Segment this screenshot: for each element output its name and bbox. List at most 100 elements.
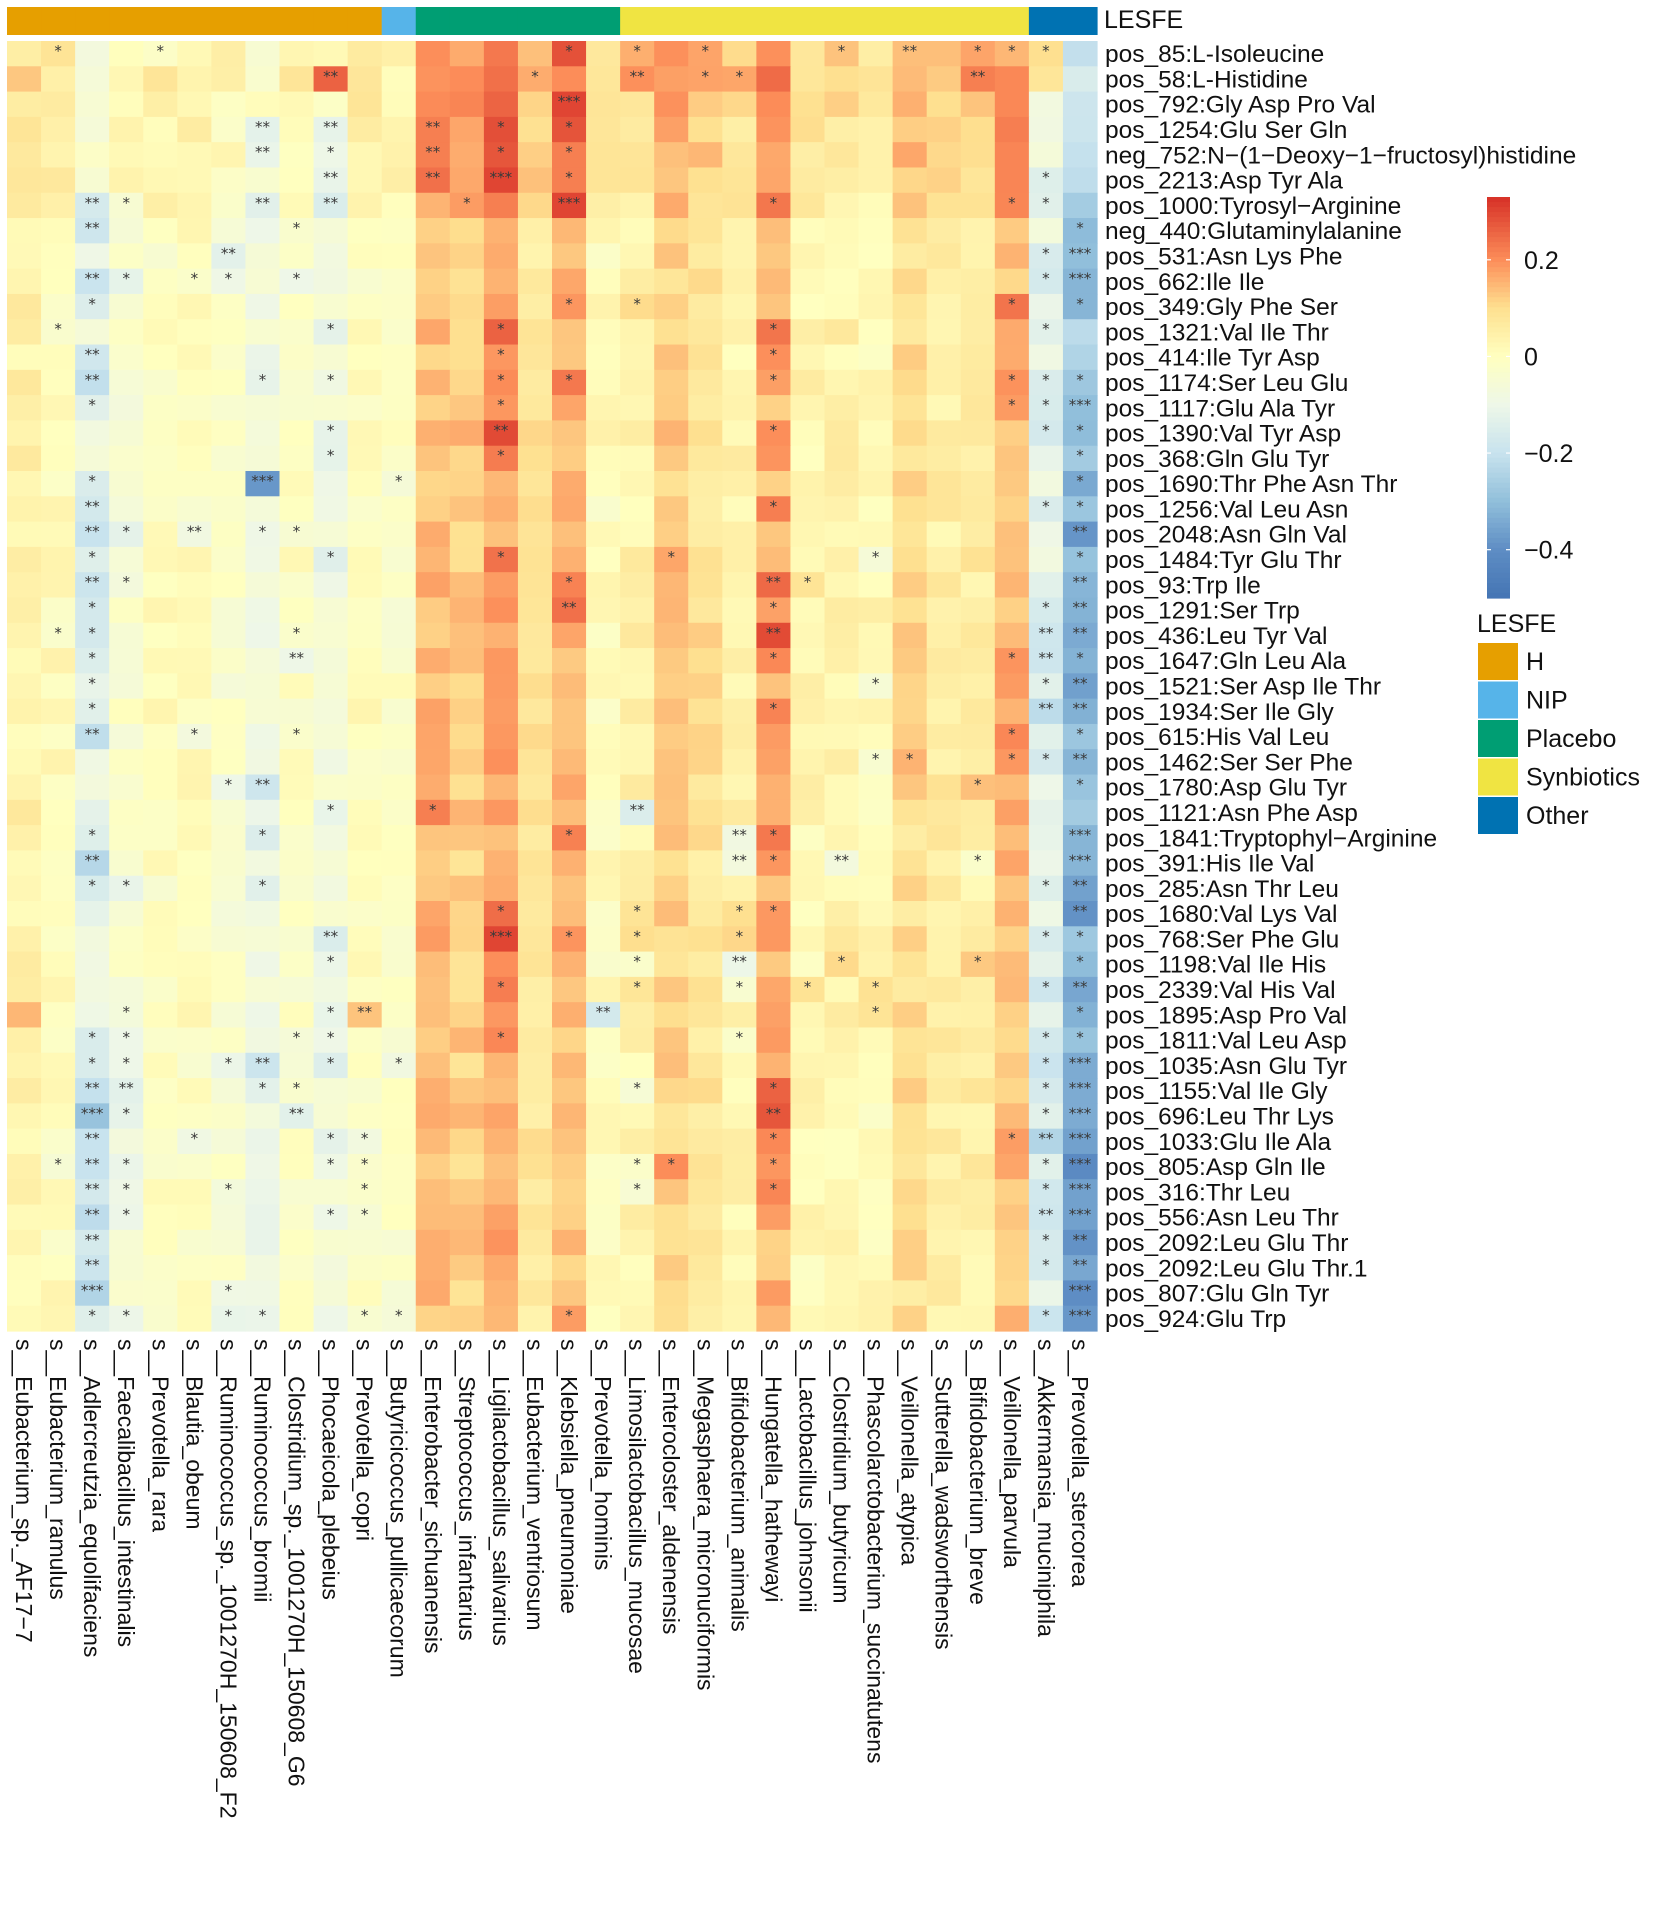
heatmap-cell [143, 142, 178, 169]
significance-star: * [1008, 750, 1016, 768]
heatmap-cell [926, 369, 962, 396]
heatmap-cell [960, 293, 996, 320]
colorbar-segment [1487, 372, 1510, 379]
heatmap-cell [824, 395, 860, 422]
heatmap-cell [517, 218, 553, 244]
heatmap-cell [177, 116, 212, 143]
heatmap-cell [313, 319, 349, 346]
heatmap-cell [654, 875, 689, 902]
heatmap-cell [381, 91, 417, 118]
heatmap-cell [517, 1103, 553, 1130]
heatmap-cell [415, 698, 451, 725]
heatmap-cell [517, 572, 553, 599]
heatmap-cell [245, 1305, 281, 1332]
significance-star: * [1076, 953, 1084, 971]
heatmap-cell [654, 901, 689, 927]
heatmap-cell [143, 1128, 178, 1155]
heatmap-cell [211, 1002, 247, 1029]
heatmap-cell [177, 1002, 212, 1029]
heatmap-cell [688, 1153, 723, 1180]
heatmap-cell [211, 66, 247, 93]
heatmap-cell [926, 41, 962, 67]
heatmap-cell [994, 319, 1030, 346]
heatmap-cell [279, 673, 315, 700]
heatmap-cell [279, 1002, 315, 1029]
heatmap-cell [415, 749, 451, 776]
heatmap-cell [41, 1027, 76, 1054]
heatmap-cell [586, 116, 621, 143]
heatmap-cell [756, 723, 792, 750]
heatmap-cell [347, 142, 383, 169]
significance-star: * [1076, 548, 1084, 566]
heatmap-cell [960, 369, 996, 396]
heatmap-cell [790, 875, 826, 902]
heatmap-cell [620, 116, 655, 143]
heatmap-cell [892, 723, 928, 750]
heatmap-cell [449, 521, 485, 548]
heatmap-cell [245, 774, 281, 801]
significance-star: * [565, 1307, 573, 1325]
heatmap-cell [892, 420, 928, 447]
heatmap-cell [41, 471, 76, 497]
heatmap-cell [143, 116, 178, 143]
heatmap-cell [483, 1255, 519, 1282]
heatmap-cell [858, 1179, 894, 1206]
heatmap-cell [586, 1280, 621, 1307]
heatmap-cell [552, 116, 587, 143]
heatmap-cell [347, 167, 383, 194]
heatmap-cell [211, 749, 247, 776]
heatmap-cell [1062, 1002, 1098, 1029]
heatmap-cell [7, 546, 42, 573]
heatmap-cell [858, 597, 894, 624]
significance-star: * [259, 371, 267, 389]
heatmap-cell [756, 622, 792, 649]
heatmap-cell [824, 774, 860, 801]
heatmap-cell [552, 850, 587, 877]
heatmap-cell [756, 825, 792, 852]
heatmap-cell [586, 1255, 621, 1282]
heatmap-cell [177, 901, 212, 927]
heatmap-cell [654, 445, 689, 472]
heatmap-cell [688, 142, 723, 169]
heatmap-cell [245, 218, 281, 244]
heatmap-cell [449, 926, 485, 953]
colorbar-segment [1487, 207, 1510, 213]
heatmap-cell [552, 1103, 587, 1130]
heatmap-cell [313, 799, 349, 826]
heatmap-cell [483, 825, 519, 852]
group-legend-swatch [1478, 797, 1518, 834]
significance-star: * [327, 447, 335, 465]
heatmap-cell [245, 66, 281, 93]
heatmap-cell [143, 1280, 178, 1307]
heatmap-cell [41, 774, 76, 801]
heatmap-cell [1028, 293, 1064, 320]
heatmap-cell [313, 723, 349, 750]
heatmap-cell [1028, 875, 1064, 902]
significance-star: * [88, 1307, 96, 1325]
heatmap-cell [722, 471, 757, 497]
heatmap-cell [1028, 167, 1064, 194]
heatmap-cell [245, 673, 281, 700]
row-label: pos_1033:Glu Ile Ala [1105, 1129, 1331, 1156]
heatmap-cell [1062, 293, 1098, 320]
heatmap-cell [586, 1128, 621, 1155]
significance-star: ** [766, 573, 782, 591]
heatmap-cell [381, 41, 417, 67]
heatmap-cell [41, 445, 76, 472]
heatmap-cell [722, 749, 757, 776]
heatmap-cell [620, 926, 655, 953]
significance-star: * [1076, 927, 1084, 945]
heatmap-cell [41, 66, 76, 93]
heatmap-cell [211, 774, 247, 801]
heatmap-cell [824, 192, 860, 219]
heatmap-cell [824, 825, 860, 852]
heatmap-cell [756, 471, 792, 497]
heatmap-cell [449, 1027, 485, 1054]
heatmap-cell [177, 673, 212, 700]
heatmap-cell [960, 597, 996, 624]
heatmap-cell [483, 116, 519, 143]
significance-star: * [633, 978, 641, 996]
heatmap-cell [552, 1078, 587, 1104]
heatmap-cell [688, 622, 723, 649]
